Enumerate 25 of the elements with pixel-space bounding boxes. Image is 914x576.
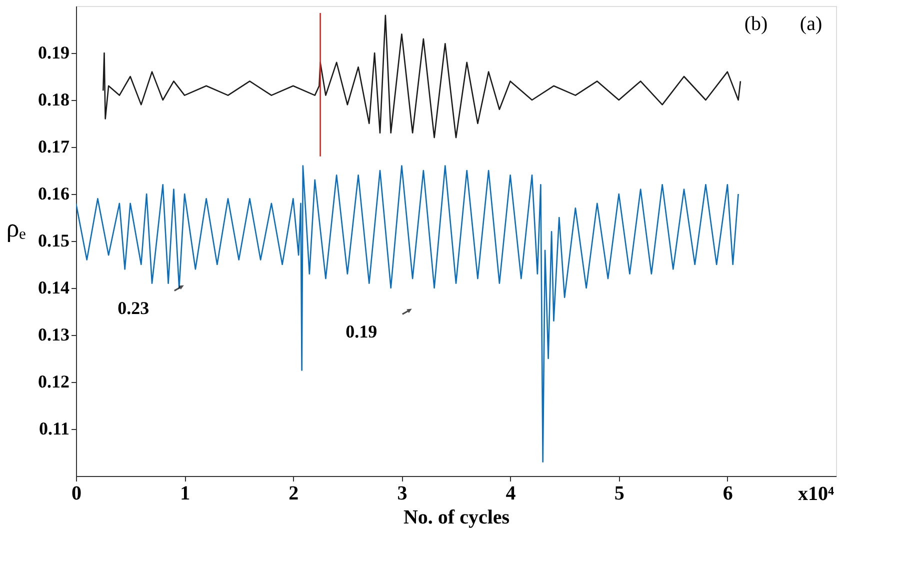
annotation: (b) [744, 13, 768, 35]
x-tick-label: 2 [288, 482, 299, 504]
y-tick-label: 0.11 [38, 418, 70, 438]
annotation: (a) [800, 13, 822, 35]
y-tick-label: 0.19 [38, 42, 70, 62]
line-series [102, 14, 742, 138]
x-tick-label: 6 [722, 482, 733, 504]
x-axis-title: No. of cycles [403, 506, 510, 528]
annotation: 0.19 [346, 322, 378, 342]
annotation: 0.23 [118, 298, 150, 318]
y-tick-label: 0.18 [38, 90, 70, 110]
y-tick-label: 0.12 [38, 372, 70, 392]
x-tick-label: 1 [180, 482, 190, 504]
y-tick-label: 0.16 [38, 184, 70, 204]
x-tick-label: 5 [614, 482, 624, 504]
y-tick-label: 0.13 [38, 324, 70, 344]
line-series [76, 165, 739, 463]
x-tick-label: 4 [506, 482, 516, 504]
y-tick-label: 0.15 [38, 230, 70, 250]
text: x10⁴ [798, 483, 834, 505]
x-tick-label: 3 [397, 482, 408, 504]
x-tick-label: 0 [72, 482, 82, 504]
y-tick-label: 0.14 [38, 278, 70, 298]
y-axis-title: ρₑ [6, 214, 26, 242]
y-tick-label: 0.17 [38, 136, 70, 156]
